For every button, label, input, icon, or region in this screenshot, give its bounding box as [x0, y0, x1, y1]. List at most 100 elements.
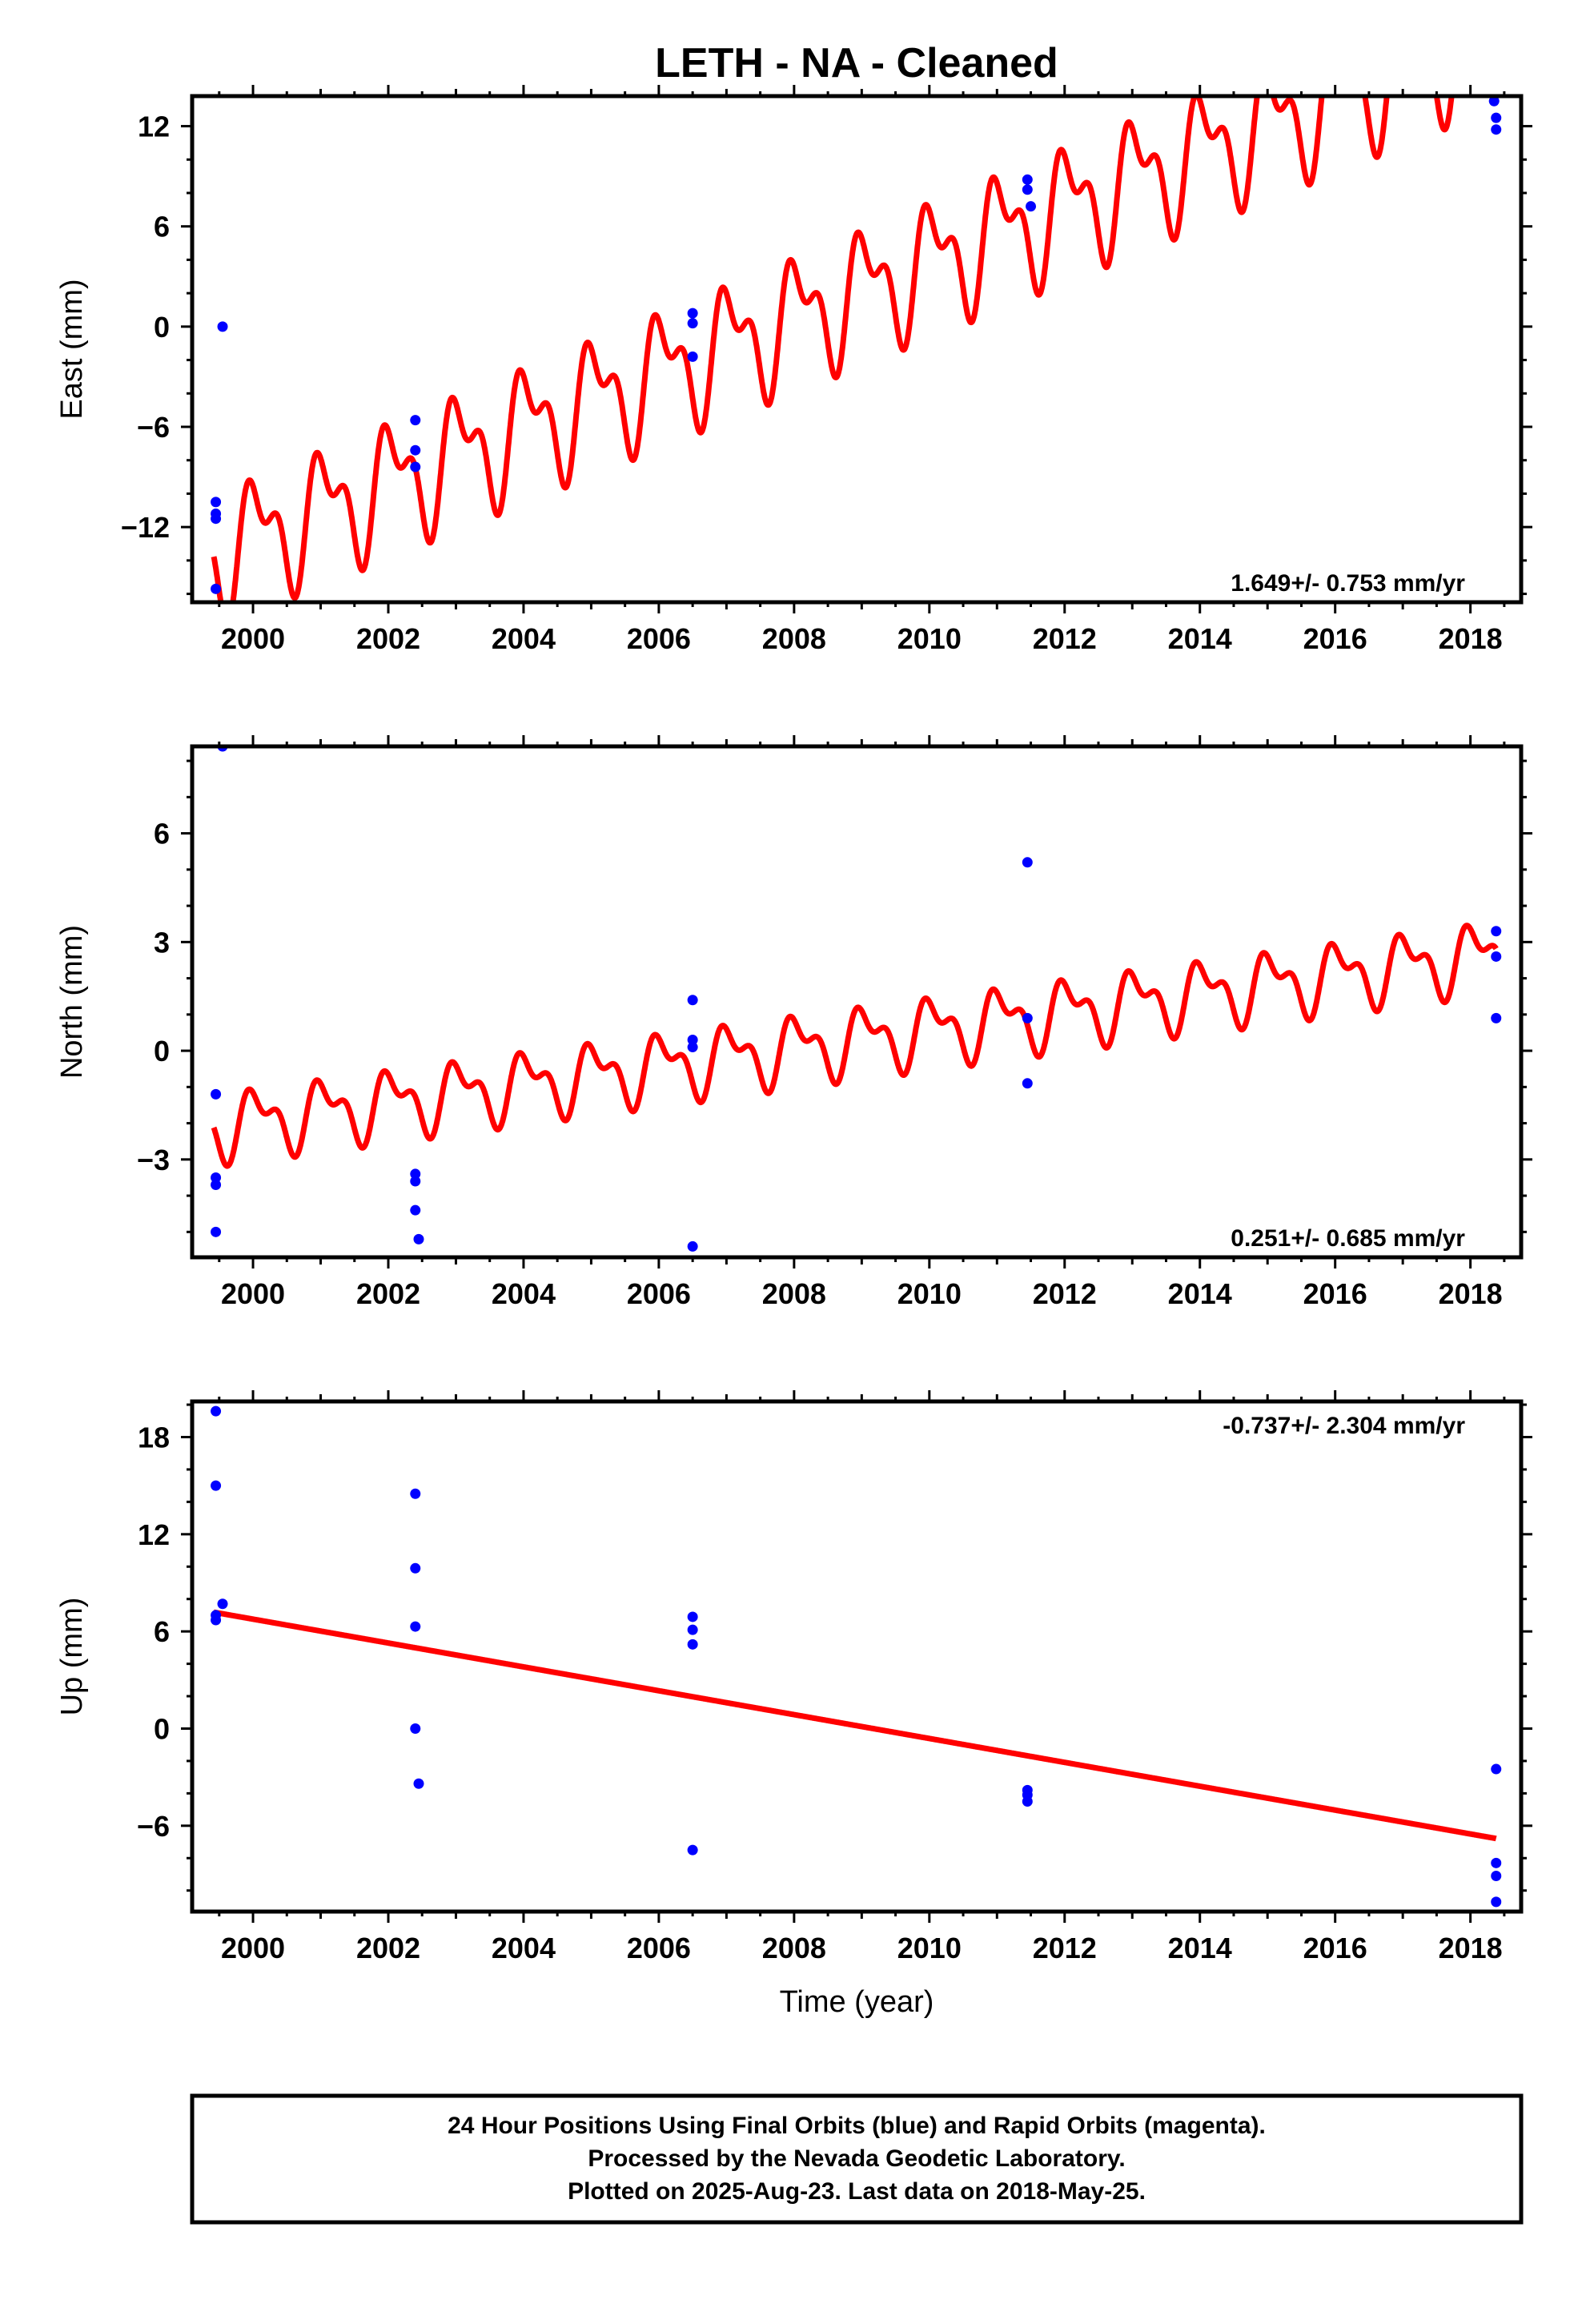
east-x-tick-label: 2008 — [762, 622, 826, 655]
up-data-point — [1491, 1896, 1502, 1908]
footer-line-3: Plotted on 2025-Aug-23. Last data on 201… — [568, 2178, 1146, 2205]
up-data-point — [1491, 1857, 1502, 1868]
north-x-tick-label: 2018 — [1439, 1277, 1503, 1310]
north-x-tick-label: 2008 — [762, 1277, 826, 1310]
east-x-tick-label: 2000 — [221, 622, 285, 655]
east-data-point — [1491, 112, 1502, 123]
north-data-point — [410, 1176, 421, 1187]
north-data-point — [1022, 1078, 1033, 1089]
east-y-tick-label: 6 — [154, 211, 170, 243]
east-x-tick-label: 2010 — [897, 622, 962, 655]
east-data-point — [687, 308, 698, 319]
east-data-point — [1491, 124, 1502, 135]
east-y-axis-label: East (mm) — [55, 279, 89, 419]
east-data-point — [410, 461, 421, 472]
up-y-tick-label: 0 — [154, 1712, 170, 1745]
east-data-point — [1022, 184, 1033, 195]
north-y-tick-label: 6 — [154, 818, 170, 850]
up-data-point — [687, 1624, 698, 1635]
north-x-tick-label: 2006 — [627, 1277, 691, 1310]
up-data-point — [413, 1778, 424, 1789]
north-data-point — [1491, 1012, 1502, 1023]
east-data-point — [211, 497, 222, 508]
north-x-tick-label: 2014 — [1168, 1277, 1232, 1310]
north-data-point — [1491, 951, 1502, 962]
north-y-tick-label: 3 — [154, 926, 170, 959]
north-model-line — [211, 923, 1499, 1169]
up-x-tick-label: 2000 — [221, 1932, 285, 1964]
up-data-point — [410, 1723, 421, 1734]
up-y-tick-label: 6 — [154, 1615, 170, 1648]
east-data-point — [687, 318, 698, 329]
up-y-tick-label: 12 — [138, 1518, 170, 1551]
north-data-point — [410, 1168, 421, 1180]
north-data-point — [211, 1172, 222, 1183]
north-y-tick-label: −3 — [137, 1144, 170, 1176]
footer-line-1: 24 Hour Positions Using Final Orbits (bl… — [448, 2113, 1266, 2139]
footer-line-2: Processed by the Nevada Geodetic Laborat… — [588, 2145, 1125, 2172]
east-y-tick-label: −6 — [137, 411, 170, 444]
up-x-tick-label: 2012 — [1033, 1932, 1097, 1964]
up-x-tick-label: 2004 — [492, 1932, 556, 1964]
north-data-point — [211, 1226, 222, 1237]
up-data-point — [687, 1611, 698, 1622]
north-data-point — [410, 1204, 421, 1216]
east-y-tick-label: 12 — [138, 111, 170, 143]
up-data-point — [211, 1405, 222, 1417]
east-x-tick-label: 2012 — [1033, 622, 1097, 655]
north-y-tick-label: 0 — [154, 1035, 170, 1068]
east-y-tick-label: 0 — [154, 311, 170, 344]
north-panel: 2000 2002 2004 2006 2008 2010 2012 2014 2016 2018… — [55, 735, 1532, 1310]
north-data-point — [687, 1035, 698, 1046]
north-data-point — [687, 1240, 698, 1252]
east-data-point — [211, 583, 222, 594]
north-data-point — [211, 1180, 222, 1191]
up-data-point — [410, 1488, 421, 1499]
east-x-tick-label: 2014 — [1168, 622, 1232, 655]
up-x-tick-label: 2008 — [762, 1932, 826, 1964]
up-plot-frame — [190, 1399, 1524, 1914]
up-data-point — [217, 1598, 228, 1610]
north-x-tick-label: 2010 — [897, 1277, 962, 1310]
east-data-point — [687, 351, 698, 362]
up-model-line — [211, 1609, 1499, 1842]
up-data-point — [1022, 1795, 1033, 1807]
x-axis-label: Time (year) — [780, 1985, 934, 2019]
east-data-point — [211, 513, 222, 525]
up-x-tick-label: 2014 — [1168, 1932, 1232, 1964]
up-data-point — [410, 1621, 421, 1632]
up-x-tick-label: 2006 — [627, 1932, 691, 1964]
east-data-point — [410, 415, 421, 426]
east-data-point — [1022, 174, 1033, 185]
east-data-point — [1026, 201, 1037, 212]
north-data-point — [687, 1042, 698, 1053]
up-x-tick-label: 2016 — [1303, 1932, 1367, 1964]
up-data-point — [211, 1480, 222, 1491]
up-y-axis-label: Up (mm) — [55, 1598, 89, 1716]
east-x-tick-label: 2016 — [1303, 622, 1367, 655]
north-plot-frame — [190, 744, 1524, 1260]
north-rate-label: 0.251+/- 0.685 mm/yr — [1231, 1225, 1465, 1252]
east-rate-label: 1.649+/- 0.753 mm/yr — [1231, 570, 1465, 597]
up-rate-label: -0.737+/- 2.304 mm/yr — [1223, 1413, 1465, 1439]
north-x-tick-label: 2000 — [221, 1277, 285, 1310]
north-y-axis-label: North (mm) — [55, 925, 89, 1079]
east-data-point — [410, 444, 421, 456]
north-data-point — [413, 1233, 424, 1244]
east-x-tick-label: 2002 — [356, 622, 420, 655]
north-data-point — [1491, 926, 1502, 937]
up-panel: 2000 2002 2004 2006 2008 2010 2012 2014 2016 2018… — [55, 1390, 1532, 1964]
up-data-point — [1491, 1763, 1502, 1775]
east-x-tick-label: 2018 — [1439, 622, 1503, 655]
north-data-point — [211, 1088, 222, 1100]
east-panel: 2000 2002 2004 2006 2008 2010 2012 2014 2016 2018… — [55, 85, 1532, 655]
east-data-point — [217, 321, 228, 332]
up-x-tick-label: 2018 — [1439, 1932, 1503, 1964]
east-x-tick-label: 2006 — [627, 622, 691, 655]
north-data-point — [687, 995, 698, 1006]
east-x-tick-label: 2004 — [492, 622, 556, 655]
up-data-point — [687, 1844, 698, 1856]
north-data-point — [1022, 1012, 1033, 1023]
footer-box — [190, 2093, 1524, 2225]
